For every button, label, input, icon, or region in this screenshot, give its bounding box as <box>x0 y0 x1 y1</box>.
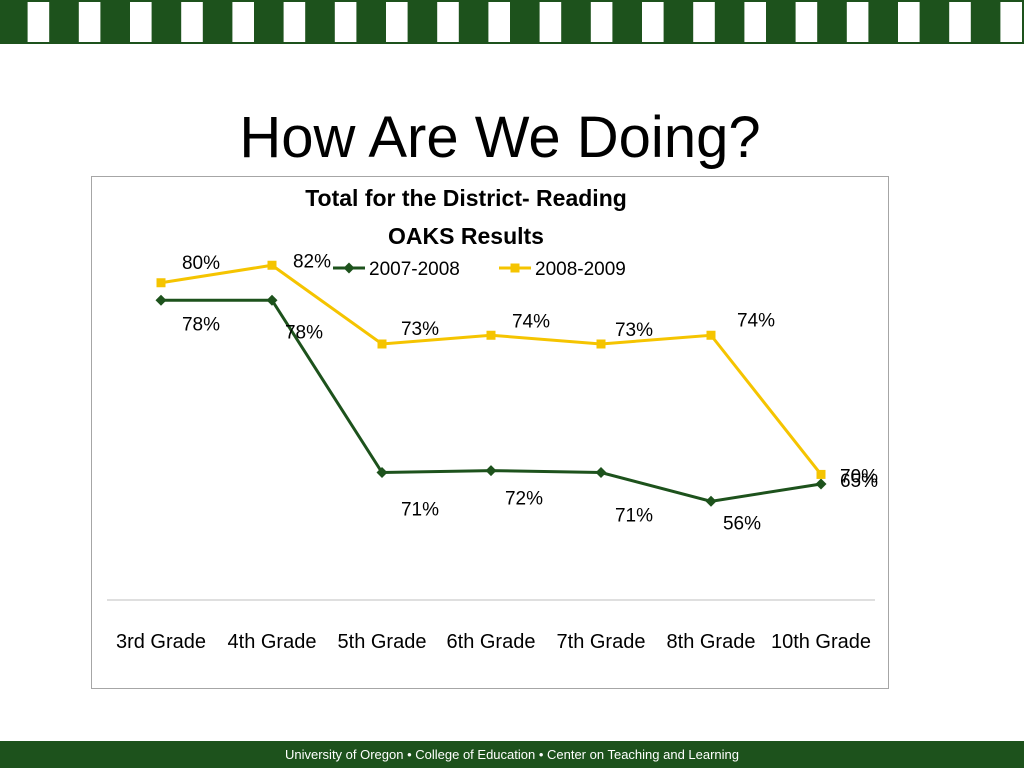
data-point <box>486 330 496 340</box>
data-point <box>595 467 607 478</box>
banner-check <box>898 2 920 42</box>
x-tick-label: 8th Grade <box>667 631 756 653</box>
banner-check <box>846 2 869 42</box>
data-label: 56% <box>723 513 761 534</box>
banner-check <box>232 2 254 42</box>
data-point <box>816 469 826 479</box>
data-label: 73% <box>615 320 653 341</box>
banner-check <box>181 2 203 42</box>
banner-check <box>130 2 152 42</box>
x-tick-label: 3rd Grade <box>116 631 206 653</box>
banner-check <box>283 2 306 42</box>
banner-check <box>744 2 766 42</box>
chart-legend: 2007-2008 2008-2009 <box>333 259 626 280</box>
banner-check <box>795 2 818 42</box>
data-label: 74% <box>737 310 775 331</box>
legend-swatch-marker <box>343 262 355 274</box>
data-label: 82% <box>293 251 331 272</box>
banner-check <box>488 2 510 42</box>
data-point <box>705 495 717 507</box>
line-chart: Total for the District- Reading OAKS Res… <box>107 185 878 653</box>
banner-check <box>949 2 971 42</box>
chart-title-line-1: Total for the District- Reading <box>305 185 627 211</box>
data-point <box>156 278 166 288</box>
data-point <box>266 294 278 306</box>
checkered-banner <box>0 0 1024 44</box>
data-label: 65% <box>840 471 878 492</box>
legend-swatch-marker <box>510 263 520 273</box>
data-label: 71% <box>615 506 653 527</box>
x-tick-label: 10th Grade <box>771 631 871 653</box>
slide-title: How Are We Doing? <box>239 105 761 170</box>
banner-background <box>0 0 1024 44</box>
data-point <box>267 260 277 270</box>
banner-check <box>386 2 408 42</box>
data-point <box>596 339 606 349</box>
banner-check <box>78 2 101 42</box>
data-point <box>706 330 716 340</box>
data-label: 70% <box>840 466 878 487</box>
data-point <box>155 294 167 306</box>
legend-entry: 2007-2008 <box>369 259 460 280</box>
chart-title-line-2: OAKS Results <box>388 223 544 249</box>
banner-check <box>539 2 562 42</box>
data-label: 80% <box>182 253 220 274</box>
banner-check <box>437 2 459 42</box>
chart-frame <box>91 176 889 689</box>
banner-check <box>1000 2 1022 42</box>
banner-check <box>27 2 50 42</box>
x-tick-label: 4th Grade <box>228 631 317 653</box>
x-tick-label: 6th Grade <box>447 631 536 653</box>
banner-check <box>642 2 664 42</box>
data-point <box>815 478 827 490</box>
data-label: 73% <box>401 319 439 340</box>
x-axis-tick-labels: 3rd Grade 4th Grade 5th Grade 6th Grade 7th … <box>116 631 871 653</box>
data-label: 78% <box>285 322 323 343</box>
x-tick-label: 5th Grade <box>338 631 427 653</box>
x-tick-label: 7th Grade <box>557 631 646 653</box>
data-label: 74% <box>512 311 550 332</box>
data-label: 72% <box>505 489 543 510</box>
legend-entry: 2008-2009 <box>535 259 626 280</box>
data-label: 71% <box>401 500 439 521</box>
data-point <box>485 465 497 477</box>
data-point <box>377 339 387 349</box>
series-line <box>160 263 823 476</box>
banner-check <box>334 2 357 42</box>
footer-bar: University of Oregon • College of Educat… <box>0 741 1024 768</box>
banner-check <box>590 2 613 42</box>
banner-check <box>693 2 715 42</box>
series-layer: 78% 78% 71% 72% 71% 56% 65% 80% 82% 73% 74% 73% 74% 7… <box>155 251 878 534</box>
data-label: 78% <box>182 314 220 335</box>
data-point <box>376 467 388 478</box>
